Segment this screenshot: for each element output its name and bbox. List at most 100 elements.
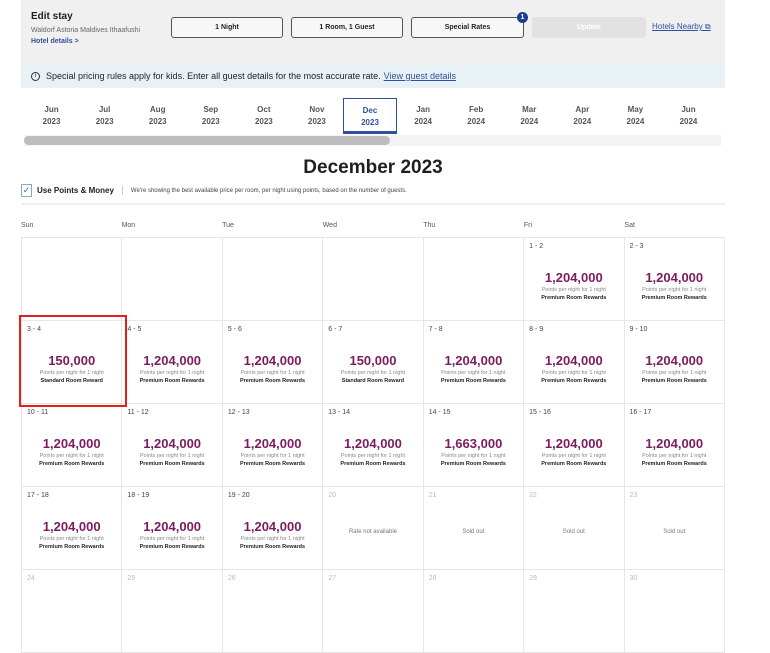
day-label: 5 - 6	[227, 326, 242, 333]
calendar-day[interactable]: 4 - 5 1,204,000 Points per night for 1 nig…	[122, 321, 223, 404]
calendar-week: 17 - 18 1,204,000 Points per night for 1 n…	[22, 487, 725, 570]
month-tab[interactable]: Feb 2024	[450, 98, 503, 134]
availability-status: Sold out	[562, 529, 585, 535]
availability-status: Sold out	[462, 529, 485, 535]
calendar-day[interactable]: 18 - 19 1,204,000 Points per night for 1 n…	[122, 487, 223, 570]
month-tab[interactable]: Jun 2024	[662, 98, 715, 134]
calendar-day[interactable]: 15 - 16 1,204,000 Points per night for 1 n…	[524, 404, 625, 487]
hotels-nearby-label: Hotels Nearby	[652, 22, 703, 31]
points-price: 1,204,000	[243, 519, 302, 534]
reward-type: Standard Room Reward	[40, 378, 103, 384]
day-label: 25	[127, 575, 136, 582]
day-label: 13 - 14	[328, 409, 351, 416]
day-label: 10 - 11	[27, 409, 49, 416]
day-label: 24	[27, 575, 35, 582]
month-tab[interactable]: Jun 2023	[25, 98, 78, 134]
points-subtitle: Points per night for 1 night	[541, 370, 606, 376]
points-subtitle: Points per night for 1 night	[441, 370, 506, 376]
month-name: Dec	[362, 106, 378, 115]
calendar-day[interactable]: 17 - 18 1,204,000 Points per night for 1 n…	[22, 487, 123, 570]
month-tab[interactable]: Jan 2024	[397, 98, 450, 134]
day-label: 1 - 2	[529, 243, 544, 250]
month-year: 2024	[414, 117, 432, 126]
calendar-day[interactable]: 5 - 6 1,204,000 Points per night for 1 nig…	[222, 321, 324, 404]
nights-button[interactable]: 1 Night	[171, 17, 283, 38]
month-tab[interactable]: Apr 2024	[556, 98, 609, 134]
day-label: 15 - 16	[529, 409, 551, 416]
reward-type: Premium Room Rewards	[240, 544, 306, 550]
day-label: 2 - 3	[629, 243, 644, 250]
calendar-day[interactable]: 1 - 2 1,204,000 Points per night for 1 nig…	[524, 238, 625, 321]
calendar-day[interactable]: 7 - 8 1,204,000 Points per night for 1 nig…	[423, 321, 525, 404]
special-rates-button[interactable]: Special Rates 1	[411, 12, 528, 38]
update-button[interactable]: Update	[532, 17, 646, 38]
reward-type: Premium Room Rewards	[39, 461, 105, 467]
scrollbar-thumb[interactable]	[24, 136, 390, 145]
month-tab[interactable]: Jul 2023	[78, 98, 131, 134]
points-subtitle: Points per night for 1 night	[240, 370, 305, 376]
points-price: 1,204,000	[143, 436, 202, 451]
month-tab[interactable]: Nov 2023	[290, 98, 343, 134]
calendar-empty-cell	[222, 238, 324, 321]
calendar-day[interactable]: 9 - 10 1,204,000 Points per night for 1 ni…	[624, 321, 725, 404]
calendar-day[interactable]: 16 - 17 1,204,000 Points per night for 1 n…	[624, 404, 725, 487]
reward-type: Premium Room Rewards	[541, 461, 607, 467]
points-subtitle: Points per night for 1 night	[39, 453, 104, 459]
calendar-grid: 1 - 2 1,204,000 Points per night for 1 nig…	[21, 237, 725, 653]
day-label: 9 - 10	[629, 326, 648, 333]
day-label: 21	[428, 492, 437, 499]
month-tab[interactable]: Sep 2023	[184, 98, 237, 134]
hotels-nearby-link[interactable]: Hotels Nearby ⧉	[652, 22, 711, 32]
weekday-header: Fri	[523, 222, 533, 229]
hotel-details-link[interactable]: Hotel details >	[31, 38, 79, 45]
calendar-week: 10 - 11 1,204,000 Points per night for 1 n…	[22, 404, 725, 487]
kids-pricing-banner: i Special pricing rules apply for kids. …	[21, 64, 725, 88]
weekday-header: Mon	[121, 222, 136, 229]
month-tab[interactable]: Aug 2023	[131, 98, 184, 134]
calendar-week: 3 - 4 150,000 Points per night for 1 night…	[22, 321, 725, 404]
month-name: Feb	[469, 105, 484, 114]
month-tab[interactable]: Mar 2024	[503, 98, 556, 134]
points-price: 1,204,000	[544, 436, 603, 451]
calendar-day[interactable]: 12 - 13 1,204,000 Points per night for 1 n…	[222, 404, 324, 487]
month-year: 2023	[361, 118, 379, 127]
calendar-day[interactable]: 14 - 15 1,663,000 Points per night for 1 n…	[423, 404, 525, 487]
points-subtitle: Points per night for 1 night	[340, 370, 406, 376]
month-name: Nov	[309, 105, 325, 114]
view-guest-details-link[interactable]: View guest details	[383, 71, 457, 81]
calendar-day[interactable]: 2 - 3 1,204,000 Points per night for 1 nig…	[624, 238, 725, 321]
calendar-day[interactable]: 3 - 4 150,000 Points per night for 1 night…	[22, 321, 123, 404]
reward-type: Premium Room Rewards	[641, 461, 707, 467]
calendar-day[interactable]: 6 - 7 150,000 Points per night for 1 night…	[323, 321, 424, 404]
calendar-day[interactable]: 13 - 14 1,204,000 Points per night for 1 n…	[323, 404, 424, 487]
selected-date-highlight	[19, 315, 127, 407]
reward-type: Premium Room Rewards	[139, 544, 205, 550]
month-name: Mar	[522, 105, 537, 114]
weekday-header: Sun	[21, 222, 34, 229]
reward-type: Premium Room Rewards	[541, 378, 607, 384]
month-year: 2023	[95, 117, 114, 126]
month-tab[interactable]: Dec 2023	[343, 98, 397, 134]
points-note: We're showing the best available price p…	[130, 187, 407, 194]
day-label: 27	[328, 575, 337, 582]
calendar-empty-cell	[423, 238, 525, 321]
calendar-day[interactable]: 8 - 9 1,204,000 Points per night for 1 nig…	[524, 321, 625, 404]
use-points-checkbox[interactable]: ✓	[21, 184, 32, 197]
calendar-day: 24	[22, 570, 123, 653]
points-price: 1,204,000	[544, 270, 603, 285]
month-tab[interactable]: Oct 2023	[237, 98, 290, 134]
weekday-header: Tue	[222, 222, 234, 229]
month-year: 2023	[201, 117, 220, 126]
points-subtitle: Points per night for 1 night	[39, 370, 104, 376]
points-price: 1,204,000	[42, 436, 101, 451]
calendar-day[interactable]: 11 - 12 1,204,000 Points per night for 1 n…	[122, 404, 223, 487]
month-scrollbar[interactable]	[24, 135, 721, 146]
calendar-day: 25	[122, 570, 223, 653]
rooms-guests-button[interactable]: 1 Room, 1 Guest	[291, 17, 403, 38]
calendar-day[interactable]: 19 - 20 1,204,000 Points per night for 1 n…	[222, 487, 324, 570]
month-tab[interactable]: May 2024	[609, 98, 662, 134]
month-name: Apr	[575, 105, 590, 114]
calendar-day[interactable]: 10 - 11 1,204,000 Points per night for 1 n…	[22, 404, 123, 487]
month-year: 2024	[573, 117, 592, 126]
calendar-day: 27	[323, 570, 424, 653]
